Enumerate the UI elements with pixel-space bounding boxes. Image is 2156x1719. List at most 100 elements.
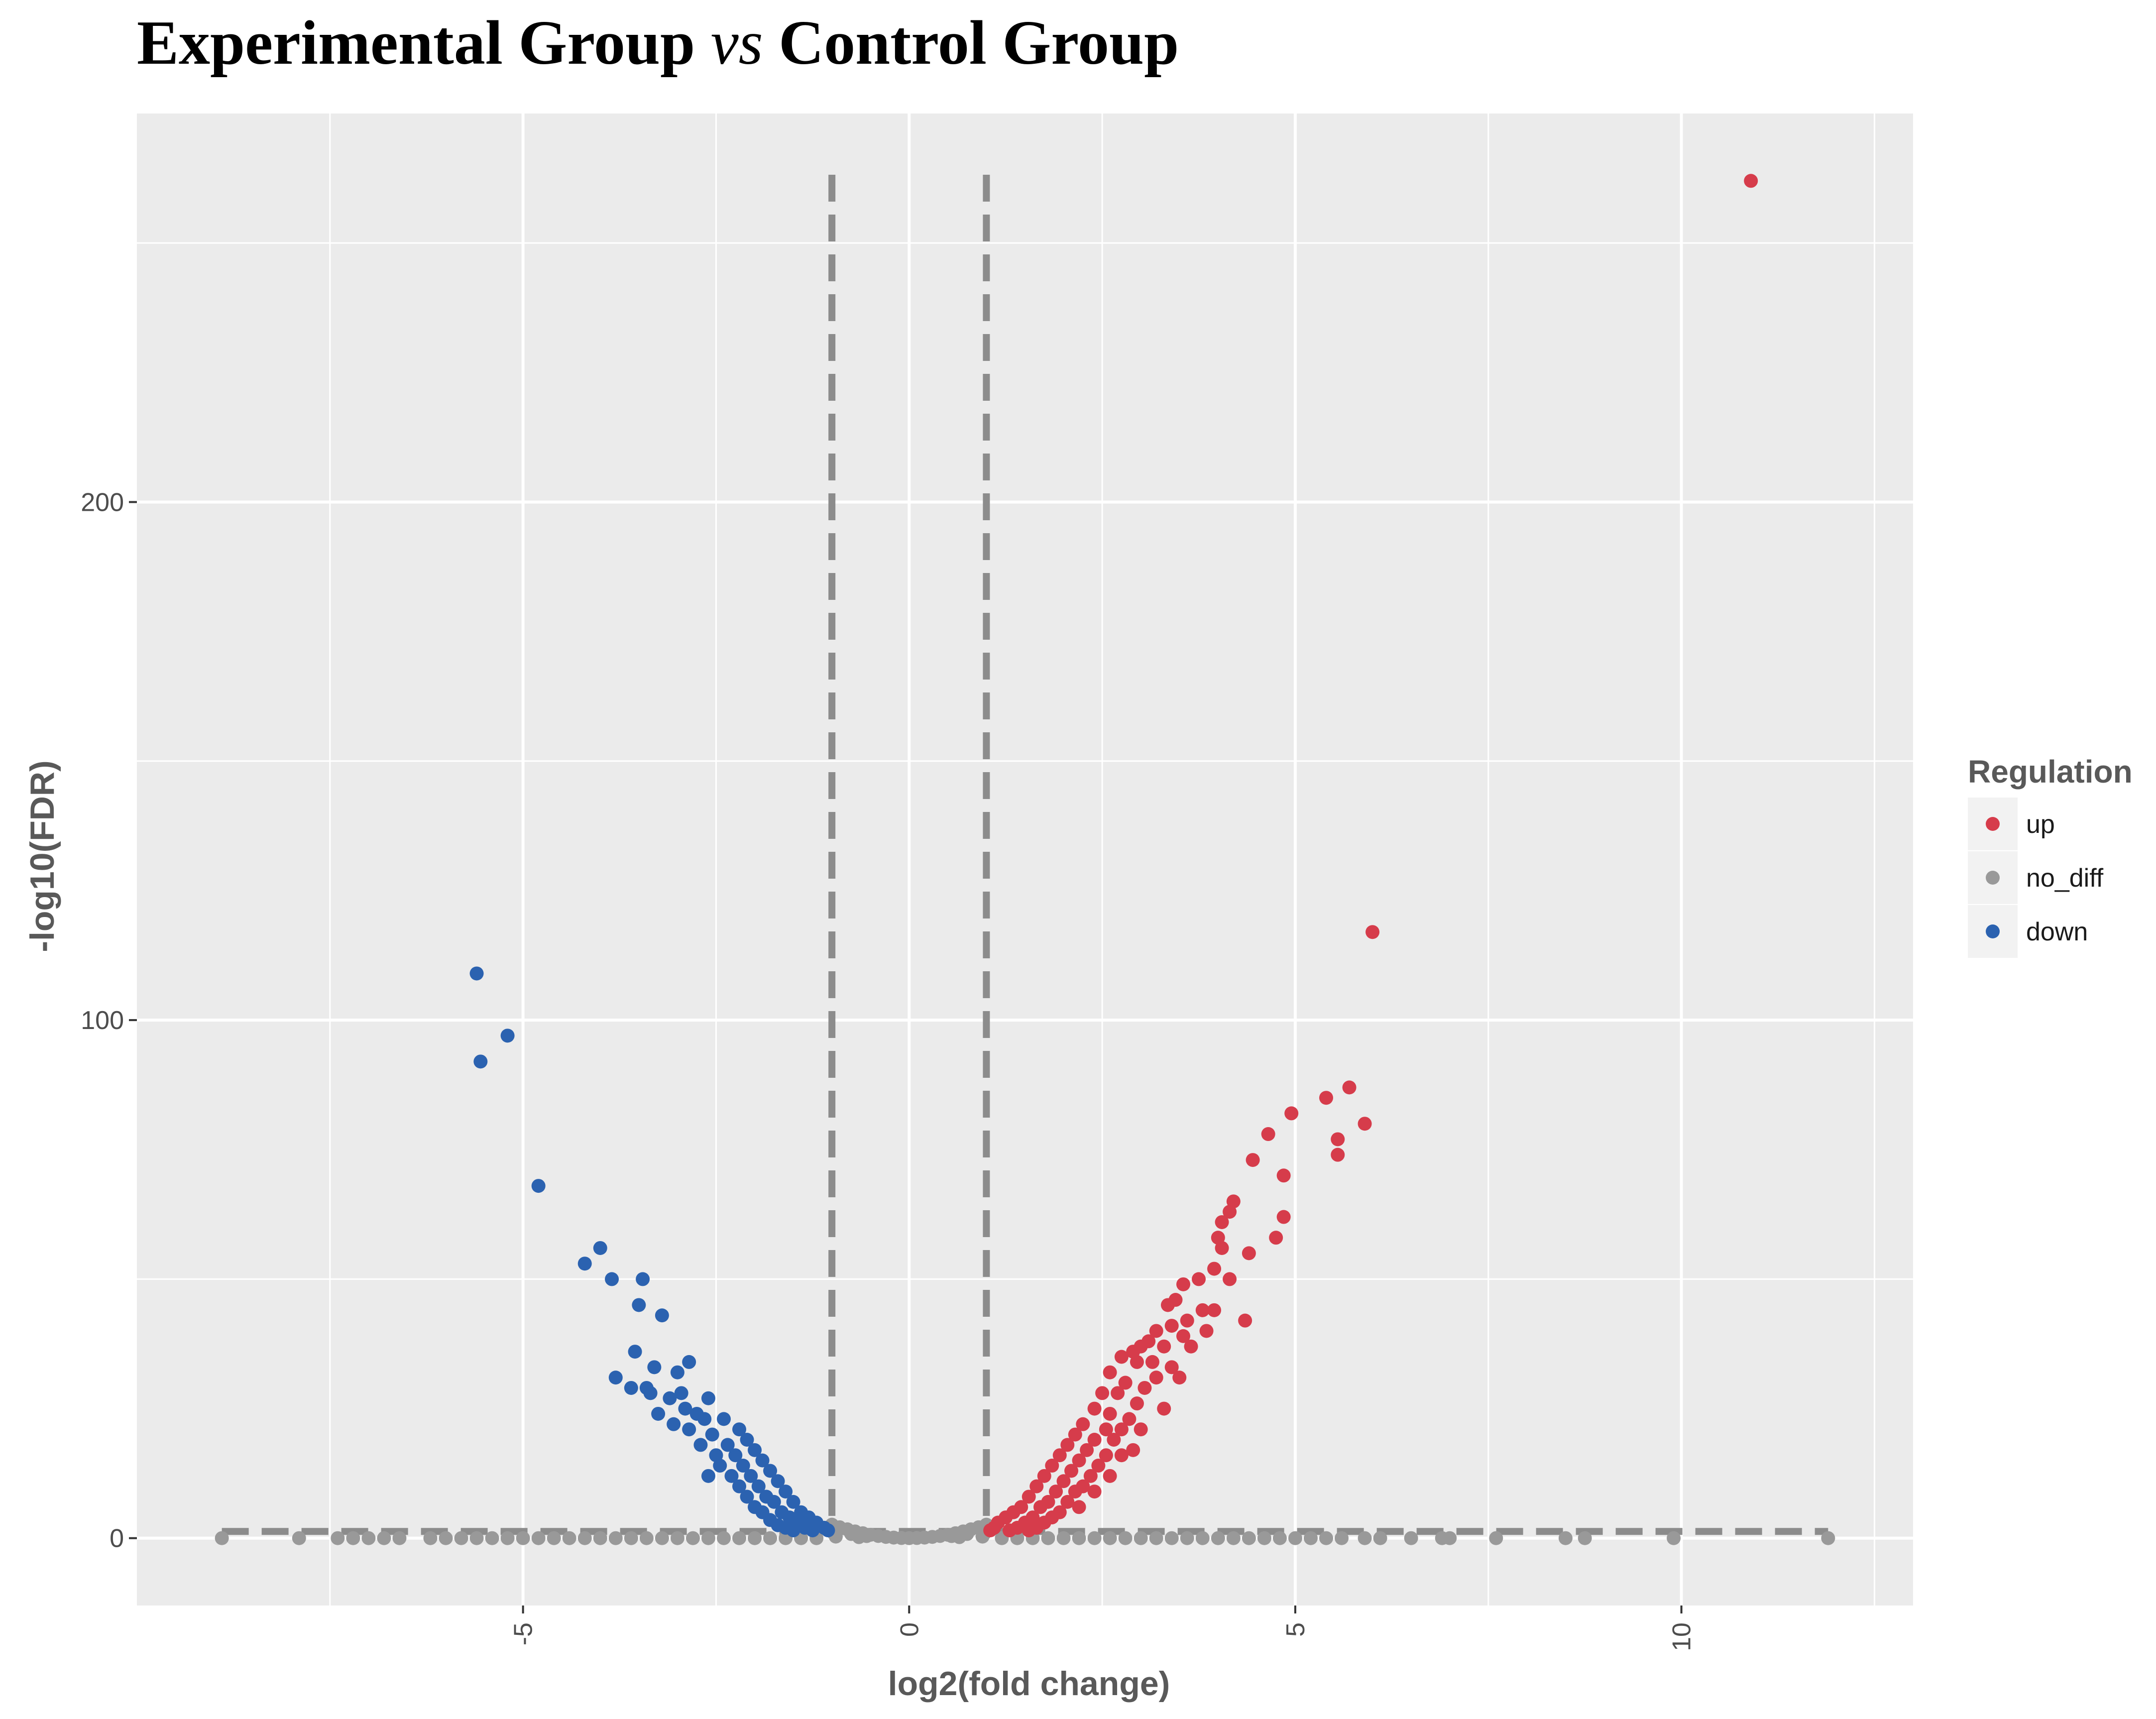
point-up [1184, 1339, 1198, 1354]
point-no_diff [485, 1531, 499, 1545]
point-down [736, 1459, 750, 1473]
point-up [1068, 1427, 1082, 1442]
point-up [1033, 1500, 1048, 1514]
legend-title: Regulation [1968, 754, 2133, 790]
point-up [1103, 1406, 1117, 1421]
point-down [763, 1464, 778, 1478]
point-down [767, 1494, 781, 1509]
point-no_diff [1087, 1531, 1102, 1545]
point-up [1207, 1261, 1222, 1276]
point-no_diff [1443, 1531, 1457, 1545]
point-up [1080, 1443, 1094, 1457]
point-no_diff [748, 1531, 762, 1545]
point-down [628, 1345, 642, 1359]
point-no_diff [1226, 1531, 1241, 1545]
point-down [682, 1422, 696, 1437]
point-up [1083, 1469, 1098, 1483]
point-up [1021, 1523, 1036, 1538]
point-down [786, 1494, 800, 1509]
point-up [1160, 1298, 1175, 1312]
point-up [1157, 1401, 1171, 1416]
point-down [779, 1485, 793, 1499]
point-down [771, 1474, 785, 1489]
legend-label-no_diff: no_diff [2026, 864, 2104, 893]
point-down [667, 1417, 681, 1431]
point-no_diff [1180, 1531, 1194, 1545]
point-no_diff [516, 1531, 530, 1545]
point-no_diff [1404, 1531, 1418, 1545]
point-no_diff [439, 1531, 453, 1545]
x-tick-label: -5 [509, 1622, 538, 1645]
point-no_diff [1821, 1531, 1835, 1545]
point-up [1145, 1355, 1159, 1369]
point-down [473, 1054, 488, 1069]
point-down [577, 1257, 592, 1271]
point-no_diff [685, 1531, 700, 1545]
point-down [674, 1386, 688, 1400]
point-no_diff [547, 1531, 561, 1545]
point-no_diff [639, 1531, 654, 1545]
chart-title: Experimental Group vs Control Group [137, 8, 1179, 78]
point-no_diff [1303, 1531, 1318, 1545]
point-no_diff [852, 1530, 866, 1544]
point-up [1114, 1448, 1129, 1463]
point-up [983, 1523, 998, 1538]
point-up [1284, 1106, 1299, 1121]
point-down [655, 1308, 669, 1323]
point-no_diff [1558, 1531, 1573, 1545]
plot-panel [137, 114, 1913, 1605]
point-down [821, 1523, 835, 1538]
point-down [701, 1469, 715, 1483]
x-tick-label: 5 [1281, 1622, 1310, 1637]
point-down [469, 966, 484, 981]
point-no_diff [1103, 1531, 1117, 1545]
point-no_diff [361, 1531, 376, 1545]
y-axis-title: -log10(FDR) [23, 760, 61, 952]
point-up [1130, 1396, 1144, 1411]
legend-swatch-no_diff [1986, 871, 2000, 885]
point-no_diff [1195, 1531, 1210, 1545]
point-up [1056, 1474, 1071, 1489]
point-up [1215, 1215, 1229, 1229]
point-up [1276, 1168, 1291, 1183]
point-no_diff [1164, 1531, 1179, 1545]
point-no_diff [763, 1531, 778, 1545]
point-up [1076, 1417, 1090, 1431]
point-down [605, 1272, 619, 1286]
point-up [1223, 1272, 1237, 1286]
point-no_diff [1489, 1531, 1503, 1545]
point-up [1126, 1443, 1140, 1457]
point-up [1107, 1433, 1121, 1447]
point-up [1045, 1459, 1059, 1473]
point-up [1172, 1371, 1187, 1385]
x-tick-label: 10 [1668, 1622, 1697, 1651]
point-down [720, 1438, 735, 1452]
x-tick-label: 0 [895, 1622, 924, 1637]
point-no_diff [577, 1531, 592, 1545]
point-up [1365, 925, 1380, 939]
point-up [1002, 1523, 1017, 1538]
point-no_diff [1257, 1531, 1271, 1545]
point-up [1114, 1350, 1129, 1364]
point-down [636, 1272, 650, 1286]
point-no_diff [1578, 1531, 1592, 1545]
point-down [701, 1391, 715, 1405]
point-up [1744, 174, 1758, 188]
point-up [1072, 1453, 1086, 1468]
point-up [1060, 1438, 1075, 1452]
point-down [593, 1241, 607, 1255]
point-no_diff [593, 1531, 607, 1545]
axis-ticks [129, 501, 1683, 1613]
point-up [1195, 1303, 1210, 1317]
point-down [728, 1448, 743, 1463]
y-tick-label: 200 [81, 488, 124, 517]
point-up [1358, 1117, 1372, 1131]
point-up [1130, 1355, 1144, 1369]
point-no_diff [562, 1531, 576, 1545]
point-no_diff [377, 1531, 391, 1545]
point-up [1099, 1448, 1113, 1463]
point-up [1331, 1132, 1345, 1146]
point-no_diff [1373, 1531, 1387, 1545]
